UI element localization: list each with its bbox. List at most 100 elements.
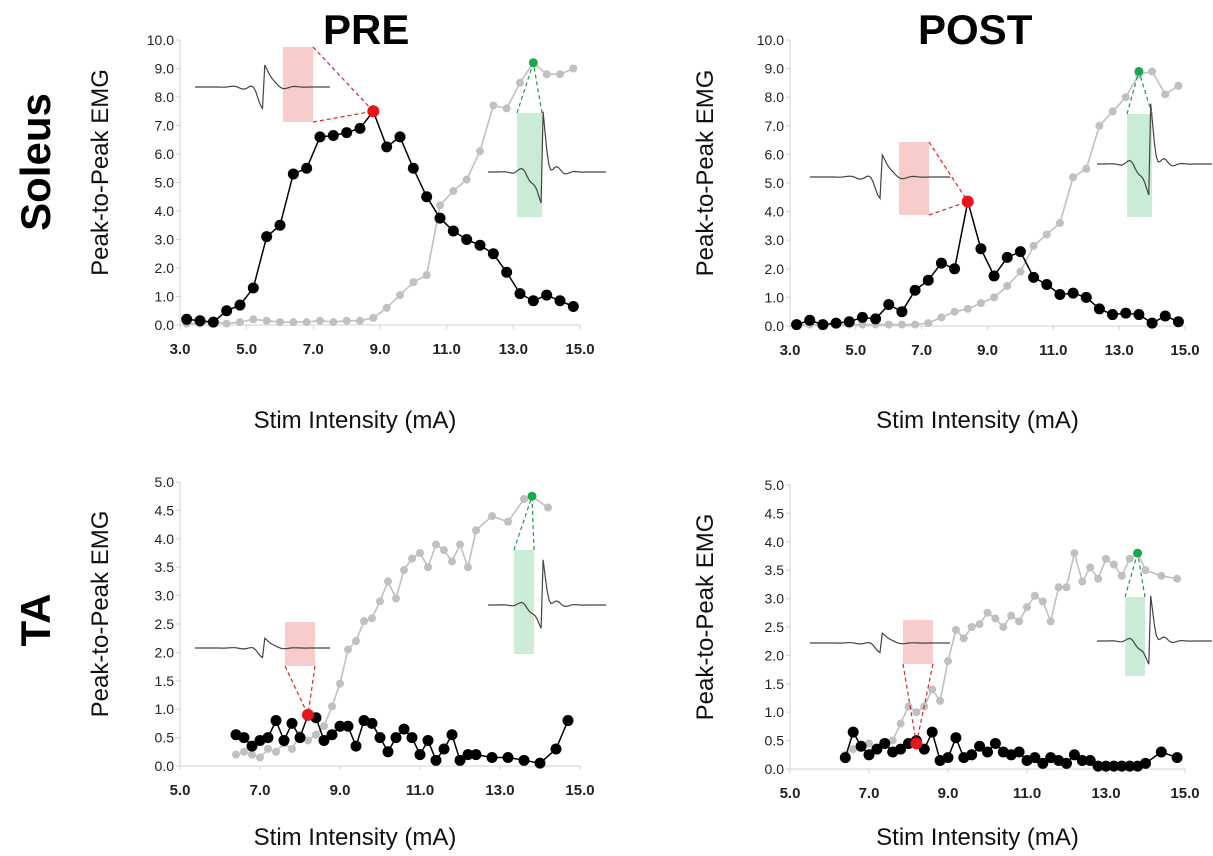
m-wave-point [236, 318, 244, 327]
h-reflex-point [1076, 754, 1088, 766]
y-tick-label: 3.5 [155, 559, 175, 575]
h-reflex-point [843, 316, 855, 328]
m-wave-emg-trace [488, 559, 606, 629]
h-reflex-point [502, 751, 514, 763]
m-wave-point [464, 563, 472, 572]
y-tick-label: 1.0 [765, 289, 785, 305]
h-reflex-point [1092, 760, 1104, 772]
h-reflex-point [1108, 760, 1120, 772]
h-reflex-point [318, 734, 330, 746]
m-wave-point [1094, 574, 1103, 583]
y-tick-label: 1.0 [155, 701, 175, 717]
m-wave-point [983, 608, 992, 617]
m-wave-point [858, 320, 867, 329]
h-reflex-point [883, 299, 895, 311]
h-reflex-point [354, 122, 366, 134]
h-reflex-emg-trace [195, 636, 330, 659]
m-wave-connector-line [532, 62, 543, 114]
h-reflex-point [950, 732, 962, 744]
h-reflex-point [287, 168, 299, 180]
h-reflex-point [434, 212, 446, 224]
h-reflex-max-point [961, 195, 974, 208]
y-tick-label: 1.0 [765, 704, 785, 720]
y-axis-label: Peak-to-Peak EMG [87, 69, 114, 276]
h-reflex-connector-line [284, 665, 309, 716]
h-reflex-point [350, 740, 362, 752]
x-tick-label: 15.0 [565, 341, 594, 358]
m-wave-point [999, 623, 1008, 631]
h-reflex-max-point [302, 708, 314, 721]
h-reflex-point [414, 749, 426, 761]
h-reflex-highlight-box [903, 620, 933, 664]
y-tick-label: 5.0 [155, 474, 175, 490]
m-wave-point [1086, 563, 1095, 572]
m-wave-point [382, 303, 391, 312]
y-tick-label: 1.5 [765, 676, 785, 692]
h-reflex-point [394, 131, 406, 143]
y-tick-label: 3.5 [765, 562, 785, 578]
m-wave-point [344, 645, 352, 654]
x-axis-label: Stim Intensity (mA) [254, 824, 457, 851]
h-reflex-connector-line [312, 46, 374, 112]
m-wave-point [849, 745, 858, 754]
h-reflex-point [518, 754, 530, 766]
m-wave-highlight-box [517, 113, 542, 217]
m-wave-point [976, 299, 985, 308]
y-tick-label: 1.0 [155, 289, 175, 305]
h-reflex-point [487, 248, 499, 260]
y-tick-label: 10.0 [757, 32, 784, 48]
h-reflex-point [839, 752, 851, 764]
h-reflex-point [294, 732, 306, 744]
m-wave-point [256, 753, 264, 762]
m-wave-point [272, 747, 280, 756]
column-title-post: POST [918, 6, 1033, 53]
y-tick-label: 2.0 [765, 647, 785, 663]
h-reflex-point [247, 282, 259, 294]
m-wave-point [488, 512, 496, 521]
m-wave-point [924, 319, 933, 328]
m-wave-point [1148, 67, 1157, 76]
h-reflex-point [871, 743, 883, 755]
x-tick-label: 3.0 [780, 342, 801, 359]
m-wave-point [1141, 566, 1150, 575]
h-reflex-point [486, 751, 498, 763]
h-reflex-point [982, 746, 993, 758]
m-wave-point [240, 747, 248, 756]
m-wave-point [462, 175, 471, 184]
m-wave-point [416, 549, 424, 557]
x-tick-label: 5.0 [170, 782, 191, 799]
h-reflex-point [1037, 757, 1049, 769]
h-reflex-point [246, 740, 258, 752]
m-wave-point [950, 307, 959, 316]
h-reflex-point [1028, 271, 1040, 283]
m-wave-point [912, 708, 921, 717]
h-reflex-point [462, 749, 474, 761]
m-wave-point [928, 685, 937, 694]
h-reflex-point [1013, 746, 1025, 758]
h-reflex-connector-line [928, 201, 968, 216]
m-wave-point [520, 495, 528, 504]
m-wave-point [1054, 583, 1063, 592]
x-tick-label: 11.0 [432, 341, 460, 358]
m-wave-point [369, 313, 378, 322]
panel-ta-post: 0.0 0.5 1.0 1.5 2.0 2.5 3.0 3.5 4.0 4.5 5.0 5.0 7.0 9… [692, 477, 1212, 851]
h-reflex-point [301, 162, 313, 174]
h-reflex-point [454, 754, 466, 766]
h-reflex-point [194, 315, 206, 327]
h-reflex-point [207, 316, 219, 328]
x-tick-label: 11.0 [1013, 785, 1041, 802]
h-reflex-point [895, 743, 907, 755]
y-tick-label: 0.5 [765, 733, 785, 749]
m-wave-point [544, 503, 552, 512]
m-wave-point [376, 597, 384, 606]
m-wave-point [1108, 107, 1117, 116]
h-reflex-point [1159, 310, 1171, 322]
m-wave-point [320, 722, 328, 731]
m-wave-point [409, 278, 418, 287]
m-wave-point [865, 739, 873, 748]
h-reflex-point [261, 231, 273, 243]
x-tick-label: 7.0 [859, 785, 880, 802]
m-wave-point [248, 750, 256, 759]
